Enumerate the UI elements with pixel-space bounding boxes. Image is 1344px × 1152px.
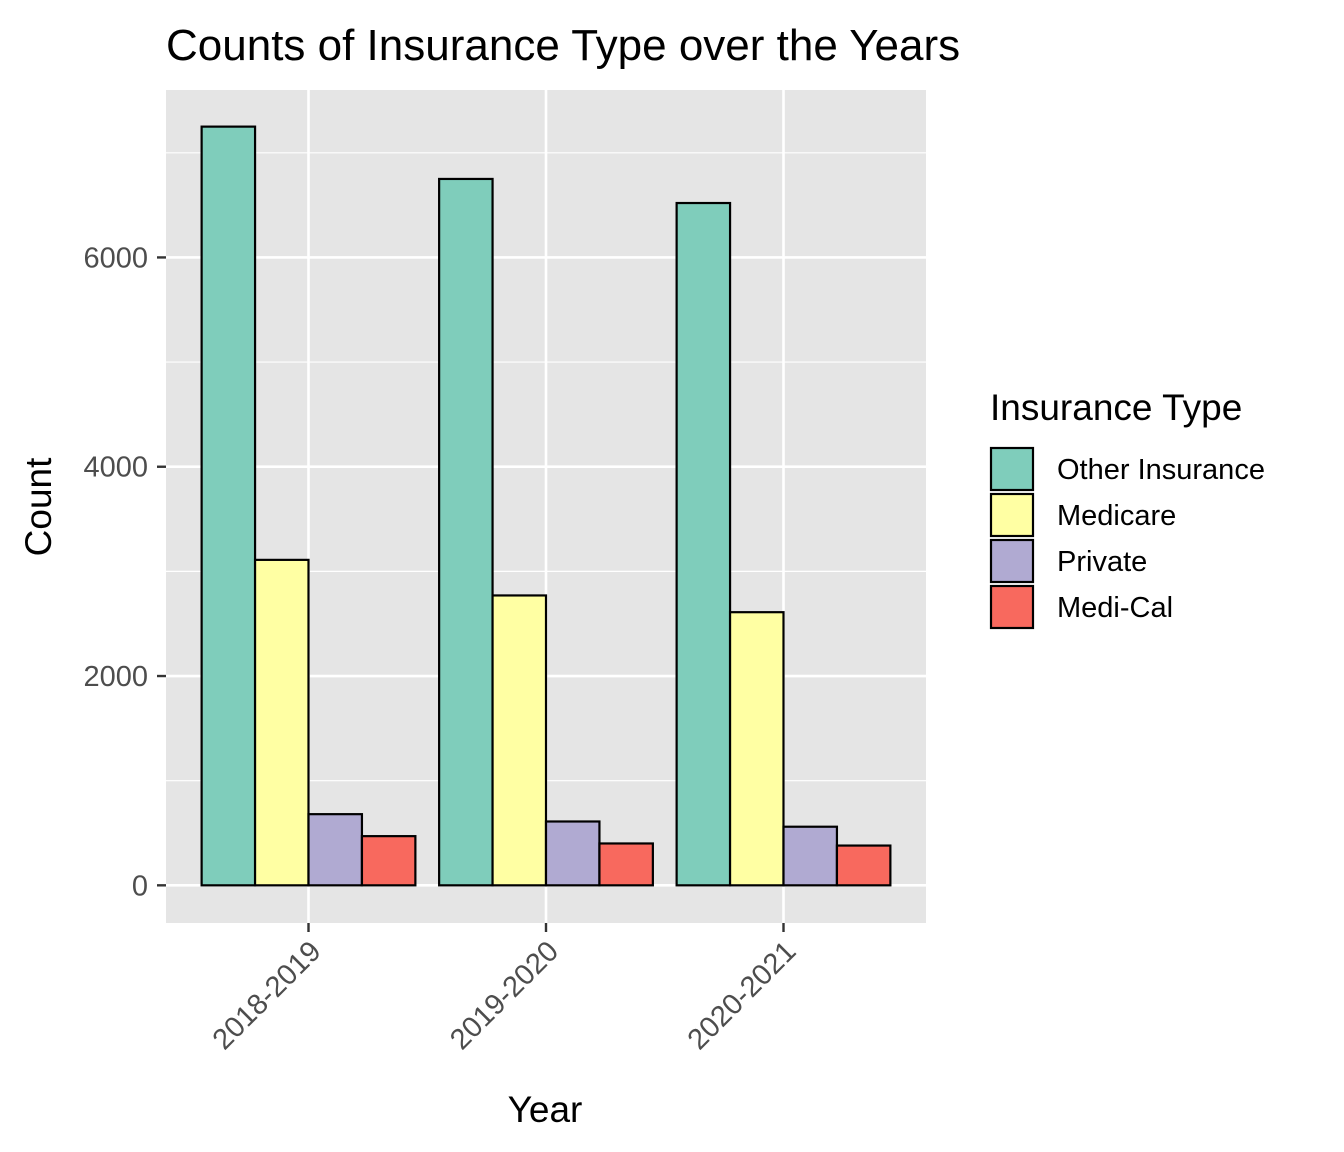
bar (835, 844, 892, 887)
bar (544, 820, 601, 887)
bar (200, 125, 257, 887)
x-axis: 2018-2019 2019-2020 2020-2021 (207, 923, 803, 1056)
y-axis-title: Count (18, 457, 59, 556)
bar (253, 558, 310, 887)
x-axis-title: Year (508, 1089, 583, 1130)
x-tick-label: 2020-2021 (682, 935, 803, 1056)
legend: Insurance Type Other Insurance Medicare Pr… (989, 387, 1265, 630)
bars (200, 125, 892, 887)
bar (491, 594, 548, 887)
x-tick-label: 2018-2019 (207, 935, 328, 1056)
y-tick-label: 2000 (83, 661, 148, 693)
y-tick-label: 4000 (83, 452, 148, 484)
legend-title: Insurance Type (990, 387, 1242, 428)
legend-label: Medicare (1057, 500, 1176, 532)
y-axis: 0 2000 4000 6000 (83, 242, 166, 902)
bar (360, 835, 417, 887)
legend-label: Other Insurance (1057, 454, 1265, 486)
y-tick-label: 0 (132, 870, 148, 902)
legend-key (989, 584, 1035, 630)
bar (438, 177, 494, 887)
bar (782, 825, 839, 887)
legend-label: Private (1057, 546, 1147, 578)
bar (307, 813, 364, 887)
legend-key (989, 492, 1035, 538)
bar (598, 842, 654, 887)
y-tick-label: 6000 (83, 242, 148, 274)
bar (675, 201, 732, 887)
x-tick-label: 2019-2020 (444, 935, 565, 1056)
legend-key (989, 446, 1035, 492)
chart-title: Counts of Insurance Type over the Years (166, 21, 960, 70)
legend-key (989, 538, 1035, 584)
legend-label: Medi-Cal (1057, 592, 1173, 624)
bar (728, 611, 785, 887)
